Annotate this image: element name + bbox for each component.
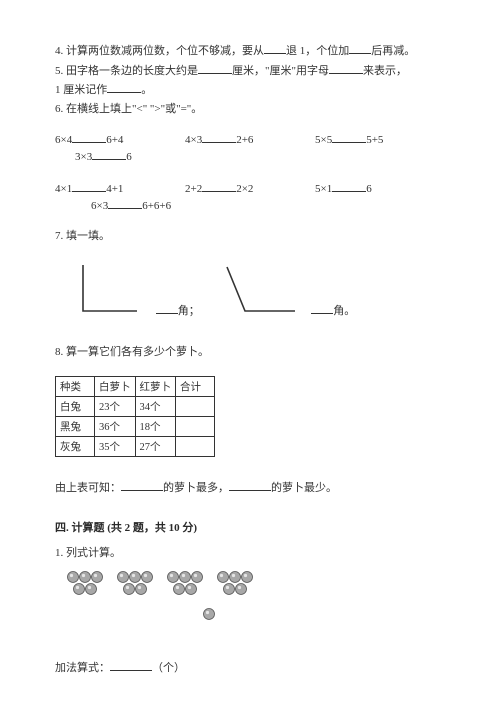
table-header-row: 种类 白萝卜 红萝卜 合计 xyxy=(56,377,215,397)
angle2-label: 角。 xyxy=(311,302,355,318)
right-angle-figure xyxy=(75,261,145,316)
q5-blank1[interactable] xyxy=(198,62,232,74)
q7-figures: 角； 角。 xyxy=(55,251,445,322)
carrot-table: 种类 白萝卜 红萝卜 合计 白兔 23个 34个 黑兔 36个 18个 灰兔 3… xyxy=(55,376,215,457)
s4-q1: 1. 列式计算。 xyxy=(55,545,445,562)
angle2-text: 角。 xyxy=(333,305,355,317)
cell-2-1: 35个 xyxy=(95,437,136,457)
answer-prefix: 加法算式： xyxy=(55,662,110,674)
q6-r3-blank1[interactable] xyxy=(72,180,106,192)
cell-2-0: 灰兔 xyxy=(56,437,95,457)
q4-blank1[interactable] xyxy=(264,42,286,54)
th-0: 种类 xyxy=(56,377,95,397)
q6-r1-f: 5+5 xyxy=(366,134,383,146)
cell-1-1: 36个 xyxy=(95,417,136,437)
th-3: 合计 xyxy=(176,377,215,397)
q6-title: 6. 在横线上填上"<" ">"或"="。 xyxy=(55,101,445,118)
q6-row3: 4×1 4+1 2+2 2×2 5×1 6 xyxy=(55,180,445,195)
q6-r1-d: 2+6 xyxy=(236,134,253,146)
q6-r4-blank[interactable] xyxy=(108,197,142,209)
cell-0-0: 白兔 xyxy=(56,397,95,417)
table-row: 黑兔 36个 18个 xyxy=(56,417,215,437)
q5-l1c: 来表示， xyxy=(363,65,407,77)
q6-r1-blank2[interactable] xyxy=(202,131,236,143)
q5-l2b: 。 xyxy=(141,84,152,96)
bead-cluster xyxy=(165,569,207,602)
q6-row4: 6×3 6+6+6 xyxy=(55,197,445,215)
q8-footer-blank1[interactable] xyxy=(121,479,163,491)
bead-cluster xyxy=(65,569,107,602)
q6-r1-blank3[interactable] xyxy=(332,131,366,143)
q5-blank3[interactable] xyxy=(107,81,141,93)
q4-line: 4. 计算两位数减两位数，个位不够减，要从 退 1，个位加 后再减。 xyxy=(55,42,445,60)
q4-prefix: 4. 计算两位数减两位数，个位不够减，要从 xyxy=(55,45,264,57)
q6-r4-b: 6+6+6 xyxy=(142,200,171,212)
q6-row2: 3×3 6 xyxy=(55,148,445,166)
angle2-blank[interactable] xyxy=(311,302,333,314)
q5-l2a: 1 厘米记作 xyxy=(55,84,107,96)
q6-row1: 6×4 6+4 4×3 2+6 5×5 5+5 xyxy=(55,131,445,146)
answer-blank[interactable] xyxy=(110,659,152,671)
q8-footer-blank2[interactable] xyxy=(229,479,271,491)
q6-r3-b: 4+1 xyxy=(106,183,123,195)
th-2: 红萝卜 xyxy=(135,377,176,397)
q6-r4-a: 6×3 xyxy=(91,200,108,212)
q5-l1a: 5. 田字格一条边的长度大约是 xyxy=(55,65,198,77)
q6-r3-d: 2×2 xyxy=(236,183,253,195)
angle1-text: 角； xyxy=(178,305,200,317)
q8-footer: 由上表可知： 的萝卜最多， 的萝卜最少。 xyxy=(55,479,445,497)
q5-line2: 1 厘米记作 。 xyxy=(55,81,445,99)
q6-r3-blank3[interactable] xyxy=(332,180,366,192)
q6-r3-blank2[interactable] xyxy=(202,180,236,192)
q6-r3-f: 6 xyxy=(366,183,372,195)
obtuse-angle-figure xyxy=(223,261,301,316)
section-4-heading: 四. 计算题 (共 2 题，共 10 分) xyxy=(55,519,445,535)
q6-r2-b: 6 xyxy=(126,151,132,163)
q6-r1-c: 4×3 xyxy=(185,134,202,146)
table-row: 灰兔 35个 27个 xyxy=(56,437,215,457)
q6-r2-a: 3×3 xyxy=(75,151,92,163)
q6-r3-c: 2+2 xyxy=(185,183,202,195)
q4-suffix: 后再减。 xyxy=(371,45,415,57)
q8-footer-b: 的萝卜最多， xyxy=(163,482,229,494)
cell-2-2: 27个 xyxy=(135,437,176,457)
cell-0-3[interactable] xyxy=(176,397,215,417)
bead-clusters xyxy=(65,569,445,629)
angle1-label: 角； xyxy=(156,302,200,318)
cell-1-3[interactable] xyxy=(176,417,215,437)
th-1: 白萝卜 xyxy=(95,377,136,397)
cell-2-3[interactable] xyxy=(176,437,215,457)
q8-footer-c: 的萝卜最少。 xyxy=(271,482,337,494)
q5-l1b: 厘米，"厘米"用字母 xyxy=(232,65,329,77)
q8-title: 8. 算一算它们各有多少个萝卜。 xyxy=(55,344,445,361)
answer-suffix: （个） xyxy=(152,662,185,674)
table-row: 白兔 23个 34个 xyxy=(56,397,215,417)
q6-r1-b: 6+4 xyxy=(106,134,123,146)
angle1-blank[interactable] xyxy=(156,302,178,314)
q6-r1-blank1[interactable] xyxy=(72,131,106,143)
q5-line1: 5. 田字格一条边的长度大约是 厘米，"厘米"用字母 来表示， xyxy=(55,62,445,80)
q6-r3-e: 5×1 xyxy=(315,183,332,195)
q7-title: 7. 填一填。 xyxy=(55,228,445,245)
cell-0-2: 34个 xyxy=(135,397,176,417)
q6-r1-e: 5×5 xyxy=(315,134,332,146)
cell-1-2: 18个 xyxy=(135,417,176,437)
addition-answer: 加法算式： （个） xyxy=(55,659,445,677)
q6-r2-blank[interactable] xyxy=(92,148,126,160)
q4-blank2[interactable] xyxy=(349,42,371,54)
cell-0-1: 23个 xyxy=(95,397,136,417)
bead-cluster xyxy=(195,600,437,629)
q6-r1-a: 6×4 xyxy=(55,134,72,146)
bead-cluster xyxy=(115,569,157,602)
q5-blank2[interactable] xyxy=(329,62,363,74)
bead-cluster xyxy=(215,569,257,602)
q4-mid1: 退 1，个位加 xyxy=(286,45,349,57)
cell-1-0: 黑兔 xyxy=(56,417,95,437)
q8-footer-a: 由上表可知： xyxy=(55,482,121,494)
q6-r3-a: 4×1 xyxy=(55,183,72,195)
